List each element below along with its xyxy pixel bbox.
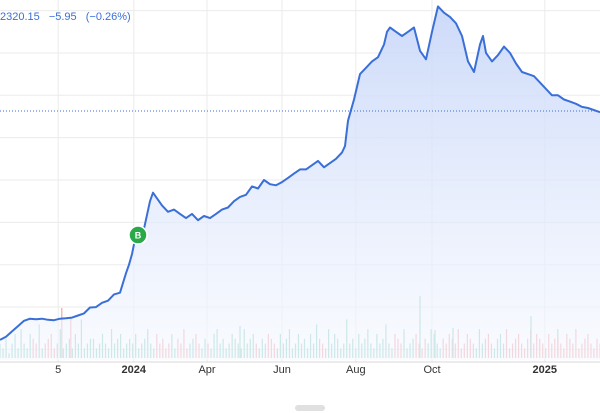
price-area [0,6,600,361]
x-tick-label: Aug [346,364,366,376]
buy-marker-label: B [135,231,142,241]
last-price: 2320.15 [0,11,40,23]
x-tick-label: 2024 [122,364,147,376]
price-readout: 2320.15 −5.95 (−0.26%) [0,11,137,23]
buy-marker[interactable]: B [128,225,148,245]
buy-marker-circle [128,225,148,245]
price-change-pct: (−0.26%) [85,11,131,23]
price-change: −5.95 [48,11,77,23]
x-tick-label: 2025 [533,364,557,376]
x-tick-label: Oct [423,364,440,376]
price-line [0,5,600,341]
x-tick-label: Apr [198,364,215,376]
x-tick-label: 5 [55,364,61,376]
x-tick-label: Jun [273,364,291,376]
scrollbar-thumb [295,405,325,411]
